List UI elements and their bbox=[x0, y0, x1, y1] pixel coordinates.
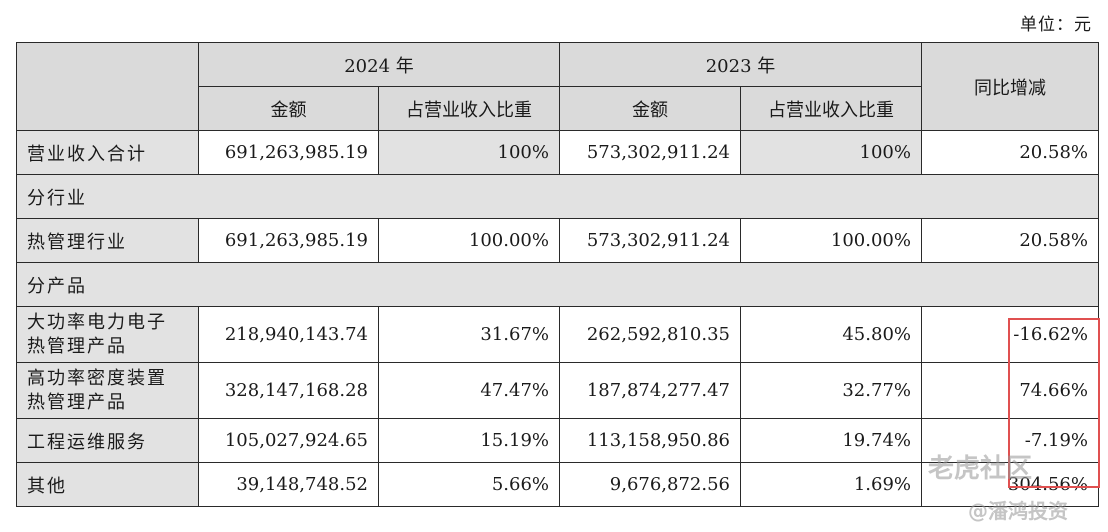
watermark-logo: 老虎社区 bbox=[928, 454, 1033, 484]
header-row-sub: 金额 占营业收入比重 金额 占营业收入比重 bbox=[17, 86, 1099, 131]
ratio-2023: 45.80% bbox=[740, 306, 922, 363]
row-label: 高功率密度装置 热管理产品 bbox=[16, 362, 199, 419]
row-label: 热管理行业 bbox=[16, 218, 199, 263]
amount-2024: 105,027,924.65 bbox=[198, 418, 379, 463]
amount-2023: 187,874,277.47 bbox=[559, 362, 741, 419]
ratio-2024: 31.67% bbox=[378, 306, 560, 363]
amount-2023: 9,676,872.56 bbox=[559, 462, 741, 507]
ratio-2024: 47.47% bbox=[378, 362, 560, 419]
table-row-p3: 工程运维服务 105,027,924.65 15.19% 113,158,950… bbox=[16, 418, 1099, 463]
table-row-p1: 大功率电力电子 热管理产品 218,940,143.74 31.67% 262,5… bbox=[16, 306, 1099, 363]
row-label-line2: 热管理产品 bbox=[27, 391, 127, 413]
amount-2024: 39,148,748.52 bbox=[198, 462, 379, 507]
amount-2023: 573,302,911.24 bbox=[559, 130, 741, 175]
yoy-change: -16.62% bbox=[921, 306, 1099, 363]
ratio-2024: 100% bbox=[378, 130, 560, 175]
section-label: 分产品 bbox=[16, 262, 1099, 307]
yoy-change: -7.19% bbox=[921, 418, 1099, 463]
watermark-author: @潘鸿投资 bbox=[968, 499, 1068, 523]
table-row-p2: 高功率密度装置 热管理产品 328,147,168.28 47.47% 187,8… bbox=[16, 362, 1099, 419]
row-label: 工程运维服务 bbox=[16, 418, 199, 463]
unit-label: 单位：元 bbox=[1020, 15, 1092, 35]
ratio-2024: 100.00% bbox=[378, 218, 560, 263]
amount-2024: 328,147,168.28 bbox=[198, 362, 379, 419]
amount-2023: 113,158,950.86 bbox=[559, 418, 741, 463]
row-label: 营业收入合计 bbox=[16, 130, 199, 175]
amount-2023: 573,302,911.24 bbox=[559, 218, 741, 263]
revenue-table: 2024 年 2023 年 同比增减 金额 占营业收入比重 金额 占营业收入比重… bbox=[16, 42, 1099, 507]
header-blank-cell bbox=[16, 42, 199, 131]
row-label-line2: 热管理产品 bbox=[27, 335, 127, 357]
row-label-line1: 大功率电力电子 bbox=[27, 311, 167, 333]
ratio-2023: 19.74% bbox=[740, 418, 922, 463]
table-row-total: 营业收入合计 691,263,985.19 100% 573,302,911.2… bbox=[16, 130, 1099, 175]
table-row-thermal: 热管理行业 691,263,985.19 100.00% 573,302,911… bbox=[16, 218, 1099, 263]
ratio-2023: 1.69% bbox=[740, 462, 922, 507]
ratio-2023: 100% bbox=[740, 130, 922, 175]
ratio-2023: 100.00% bbox=[740, 218, 922, 263]
amount-2024: 691,263,985.19 bbox=[198, 130, 379, 175]
header-ratio-2024: 占营业收入比重 bbox=[378, 86, 560, 131]
header-2024: 2024 年 bbox=[198, 42, 560, 87]
header-amount-2023: 金额 bbox=[559, 86, 741, 131]
amount-2024: 218,940,143.74 bbox=[198, 306, 379, 363]
header-row-years: 2024 年 2023 年 同比增减 bbox=[16, 42, 1099, 131]
table-row-p4: 其他 39,148,748.52 5.66% 9,676,872.56 1.69… bbox=[16, 462, 1099, 507]
yoy-change: 20.58% bbox=[921, 218, 1099, 263]
yoy-change: 20.58% bbox=[921, 130, 1099, 175]
ratio-2024: 5.66% bbox=[378, 462, 560, 507]
header-ratio-2023: 占营业收入比重 bbox=[740, 86, 922, 131]
section-label: 分行业 bbox=[16, 174, 1099, 219]
section-row-product: 分产品 bbox=[16, 262, 1099, 307]
row-label: 大功率电力电子 热管理产品 bbox=[16, 306, 199, 363]
header-yoy: 同比增减 bbox=[921, 42, 1099, 131]
amount-2024: 691,263,985.19 bbox=[198, 218, 379, 263]
row-label-line1: 高功率密度装置 bbox=[27, 367, 167, 389]
ratio-2024: 15.19% bbox=[378, 418, 560, 463]
header-2023: 2023 年 bbox=[559, 42, 922, 87]
section-row-industry: 分行业 bbox=[16, 174, 1099, 219]
yoy-change: 74.66% bbox=[921, 362, 1099, 419]
row-label: 其他 bbox=[16, 462, 199, 507]
ratio-2023: 32.77% bbox=[740, 362, 922, 419]
amount-2023: 262,592,810.35 bbox=[559, 306, 741, 363]
header-amount-2024: 金额 bbox=[198, 86, 379, 131]
yoy-change: 304.56% bbox=[921, 462, 1099, 507]
